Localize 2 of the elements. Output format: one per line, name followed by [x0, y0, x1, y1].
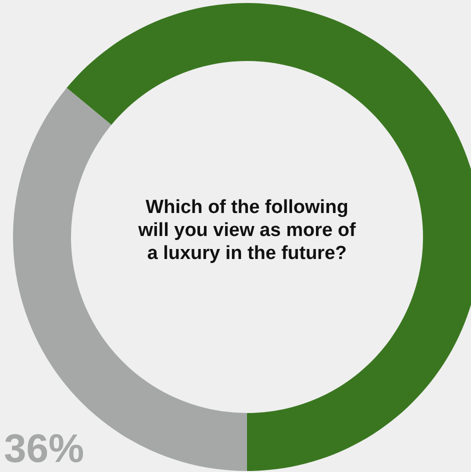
data-label: 36% [4, 427, 84, 471]
text: Which of the following will you view as more of a luxury in the future? [137, 197, 356, 264]
